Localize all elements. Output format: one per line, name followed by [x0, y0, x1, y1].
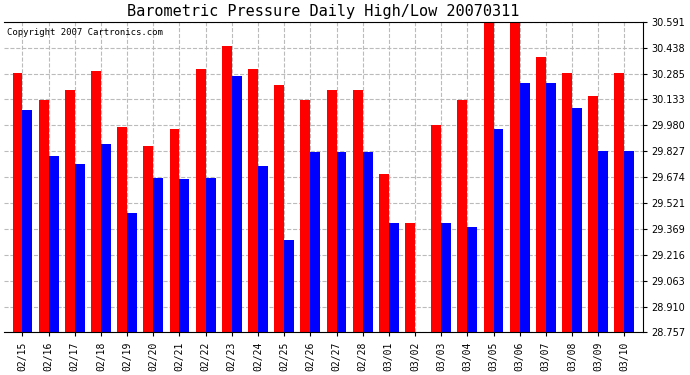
Bar [510, 22, 520, 332]
Bar [91, 71, 101, 332]
Bar [467, 227, 477, 332]
Bar [127, 213, 137, 332]
Bar [248, 69, 258, 332]
Bar [310, 152, 320, 332]
Bar [337, 152, 346, 332]
Bar [232, 76, 241, 332]
Bar [170, 129, 179, 332]
Bar [614, 73, 624, 332]
Bar [117, 127, 127, 332]
Bar [222, 46, 232, 332]
Bar [153, 178, 164, 332]
Bar [326, 90, 337, 332]
Bar [441, 224, 451, 332]
Bar [546, 83, 556, 332]
Bar [258, 166, 268, 332]
Bar [196, 69, 206, 332]
Bar [353, 90, 363, 332]
Bar [431, 125, 441, 332]
Bar [274, 85, 284, 332]
Bar [39, 100, 49, 332]
Bar [363, 152, 373, 332]
Title: Barometric Pressure Daily High/Low 20070311: Barometric Pressure Daily High/Low 20070… [127, 4, 520, 19]
Bar [101, 144, 111, 332]
Bar [572, 108, 582, 332]
Bar [520, 83, 530, 332]
Bar [379, 174, 389, 332]
Bar [23, 110, 32, 332]
Bar [284, 240, 294, 332]
Bar [536, 57, 546, 332]
Bar [598, 151, 608, 332]
Bar [65, 90, 75, 332]
Bar [206, 178, 215, 332]
Bar [300, 100, 310, 332]
Bar [589, 96, 598, 332]
Bar [624, 151, 634, 332]
Bar [144, 146, 153, 332]
Bar [49, 156, 59, 332]
Bar [75, 164, 85, 332]
Text: Copyright 2007 Cartronics.com: Copyright 2007 Cartronics.com [8, 28, 164, 37]
Bar [12, 73, 23, 332]
Bar [389, 224, 399, 332]
Bar [179, 180, 190, 332]
Bar [484, 22, 493, 332]
Bar [457, 100, 467, 332]
Bar [562, 73, 572, 332]
Bar [493, 129, 504, 332]
Bar [405, 224, 415, 332]
